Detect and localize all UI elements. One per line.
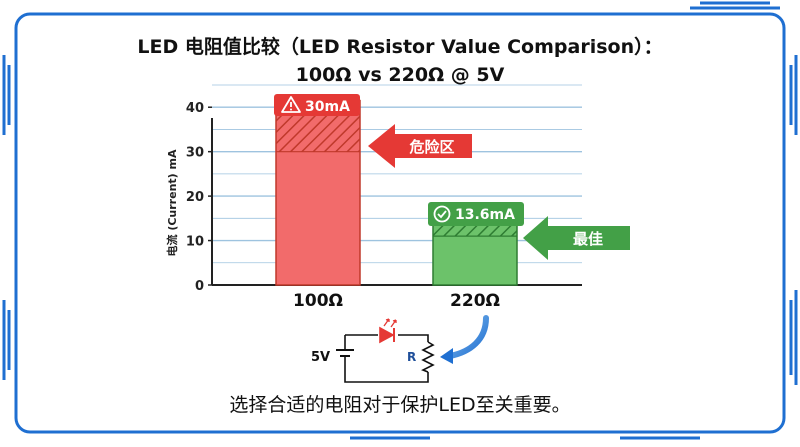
battery-icon: [336, 349, 354, 365]
resistor-label: R: [407, 350, 416, 364]
chart-subtitle: 100Ω vs 220Ω @ 5V: [295, 64, 505, 86]
optimal-arrow: 最佳: [523, 216, 630, 260]
danger-zone-label: 危险区: [409, 138, 454, 156]
value-label-220: 13.6mA: [428, 202, 524, 226]
circuit-diagram: [336, 318, 435, 383]
resistor-icon: [421, 341, 435, 373]
warning-icon: [281, 96, 301, 113]
bar-1: [433, 236, 517, 285]
y-axis-label: 电流 (Current) mA: [165, 149, 179, 256]
curved-arrow-icon: [440, 315, 489, 364]
value-label-text: 30mA: [305, 99, 350, 115]
y-tick-label: 40: [186, 101, 204, 116]
bars: [275, 99, 518, 286]
x-tick-label: 100Ω: [293, 291, 343, 311]
caption: 选择合适的电阻对于保护LED至关重要。: [229, 394, 571, 416]
bar-0: [276, 151, 360, 285]
danger-zone-arrow: 危险区: [368, 124, 472, 168]
y-tick-label: 0: [195, 279, 204, 294]
x-tick-labels: 100Ω 220Ω: [293, 291, 500, 311]
y-tick-label: 20: [186, 190, 204, 205]
chart-title: LED 电阻值比较（LED Resistor Value Comparison）…: [137, 36, 663, 58]
voltage-source-label: 5V: [311, 350, 330, 365]
optimal-label: 最佳: [573, 230, 603, 248]
corner-decoration: [2, 1, 798, 440]
value-label-text: 13.6mA: [455, 207, 515, 223]
check-circle-icon: [433, 205, 451, 223]
value-label-100: 30mA: [274, 94, 360, 116]
bar-hatch-1: [433, 224, 517, 237]
x-tick-label: 220Ω: [450, 291, 500, 311]
y-tick-label: 10: [186, 235, 204, 250]
led-icon: [379, 318, 397, 344]
y-tick-labels: 0 10 20 30 40: [186, 101, 212, 294]
y-tick-label: 30: [186, 146, 204, 161]
grid-lines: [212, 84, 582, 264]
